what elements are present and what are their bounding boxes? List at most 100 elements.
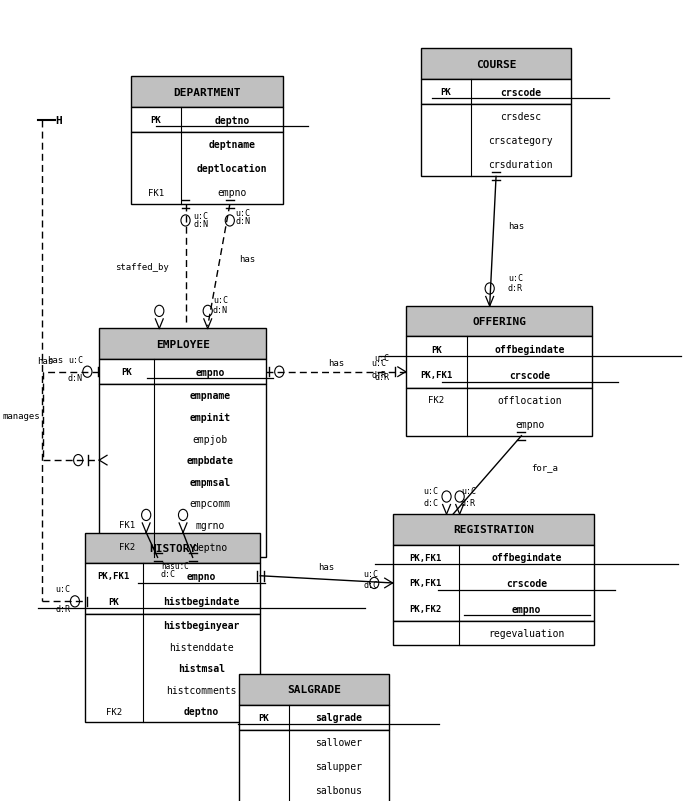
- Text: sallower: sallower: [315, 737, 362, 747]
- Text: empbdate: empbdate: [187, 456, 234, 465]
- Text: REGISTRATION: REGISTRATION: [453, 525, 534, 535]
- Text: PK: PK: [259, 713, 269, 722]
- Text: PK,FK1: PK,FK1: [97, 572, 130, 581]
- Text: crscode: crscode: [509, 371, 551, 380]
- Text: PK: PK: [150, 116, 161, 125]
- Text: for_a: for_a: [531, 463, 558, 472]
- Bar: [393, 622, 594, 646]
- Text: u:C: u:C: [68, 355, 83, 364]
- Bar: [422, 105, 571, 177]
- Bar: [85, 614, 260, 723]
- Text: u:C: u:C: [213, 296, 228, 305]
- Text: PK: PK: [431, 346, 442, 354]
- Text: empmsal: empmsal: [190, 477, 230, 487]
- Text: FK1: FK1: [119, 520, 135, 530]
- Text: empno: empno: [512, 604, 542, 614]
- Bar: [130, 77, 283, 107]
- Bar: [393, 545, 594, 622]
- Text: u:C: u:C: [235, 209, 250, 218]
- Text: has: has: [37, 357, 53, 366]
- Text: has: has: [318, 562, 335, 571]
- Text: PK,FK1: PK,FK1: [420, 371, 453, 380]
- Text: has: has: [239, 255, 256, 264]
- Text: u:C: u:C: [55, 585, 70, 593]
- Text: offlocation: offlocation: [497, 395, 562, 405]
- Text: EMPLOYEE: EMPLOYEE: [156, 339, 210, 349]
- Text: FK2: FK2: [119, 542, 135, 551]
- Text: manages: manages: [3, 412, 40, 421]
- Text: crscode: crscode: [500, 87, 541, 98]
- Text: d:R: d:R: [371, 371, 386, 379]
- Bar: [99, 329, 266, 359]
- Bar: [239, 705, 388, 731]
- Bar: [85, 563, 260, 614]
- Text: PK: PK: [441, 88, 451, 97]
- Bar: [99, 359, 266, 385]
- Text: empcomm: empcomm: [190, 499, 230, 508]
- Text: crsduration: crsduration: [489, 160, 553, 170]
- Text: regevaluation: regevaluation: [489, 629, 565, 638]
- Bar: [422, 79, 571, 105]
- Text: H: H: [55, 115, 62, 125]
- Bar: [422, 50, 571, 79]
- Text: PK,FK1: PK,FK1: [410, 579, 442, 588]
- Bar: [239, 731, 388, 802]
- Text: has: has: [508, 221, 524, 230]
- Text: PK,FK2: PK,FK2: [410, 604, 442, 614]
- Text: u:C: u:C: [508, 273, 523, 283]
- Text: PK: PK: [108, 597, 119, 606]
- Text: u:C: u:C: [371, 358, 386, 367]
- Text: empinit: empinit: [190, 412, 230, 423]
- Text: deptno: deptno: [215, 115, 250, 125]
- Text: histmsal: histmsal: [178, 663, 225, 674]
- Text: HISTORY: HISTORY: [149, 543, 196, 553]
- Text: FK2: FK2: [106, 707, 121, 716]
- Text: deptname: deptname: [208, 140, 255, 150]
- Text: d:N: d:N: [68, 374, 83, 383]
- Text: staffed_by: staffed_by: [115, 262, 169, 272]
- Bar: [130, 107, 283, 133]
- Bar: [406, 306, 592, 337]
- Text: empname: empname: [190, 391, 230, 401]
- Text: histbeginyear: histbeginyear: [164, 620, 239, 630]
- Text: empno: empno: [515, 419, 544, 429]
- Text: deptno: deptno: [193, 542, 228, 552]
- Text: d:R: d:R: [461, 498, 476, 507]
- Text: d:C: d:C: [424, 498, 439, 507]
- Text: d:R: d:R: [55, 604, 70, 613]
- Text: salbonus: salbonus: [315, 785, 362, 796]
- Text: FK2: FK2: [428, 395, 444, 405]
- Text: d:N: d:N: [213, 306, 228, 314]
- Text: offbegindate: offbegindate: [495, 345, 565, 354]
- Text: DEPARTMENT: DEPARTMENT: [173, 87, 241, 98]
- Text: u:C: u:C: [424, 486, 439, 495]
- Text: histcomments: histcomments: [166, 685, 237, 695]
- Text: OFFERING: OFFERING: [472, 317, 526, 327]
- Bar: [406, 388, 592, 436]
- Text: salgrade: salgrade: [315, 712, 362, 723]
- Text: crscategory: crscategory: [489, 136, 553, 146]
- Text: empjob: empjob: [193, 434, 228, 444]
- Text: u:C: u:C: [193, 212, 208, 221]
- Text: deptlocation: deptlocation: [197, 164, 267, 174]
- Bar: [393, 515, 594, 545]
- Text: crsdesc: crsdesc: [500, 112, 541, 122]
- Text: d:N: d:N: [235, 217, 250, 226]
- Bar: [406, 337, 592, 388]
- Bar: [99, 385, 266, 557]
- Text: d:C: d:C: [161, 569, 176, 578]
- Text: d:N: d:N: [193, 220, 208, 229]
- Text: crscode: crscode: [506, 578, 547, 588]
- Text: has: has: [47, 356, 63, 365]
- Text: offbegindate: offbegindate: [491, 553, 562, 563]
- Bar: [239, 674, 388, 705]
- Text: hasu:C: hasu:C: [161, 561, 188, 571]
- Text: empno: empno: [195, 367, 225, 377]
- Text: histenddate: histenddate: [169, 642, 234, 652]
- Bar: [130, 133, 283, 205]
- Text: u:C: u:C: [374, 354, 389, 363]
- Text: d:C: d:C: [363, 581, 378, 589]
- Text: u:C: u:C: [363, 569, 378, 578]
- Text: histbegindate: histbegindate: [164, 597, 239, 606]
- Text: SALGRADE: SALGRADE: [287, 685, 341, 695]
